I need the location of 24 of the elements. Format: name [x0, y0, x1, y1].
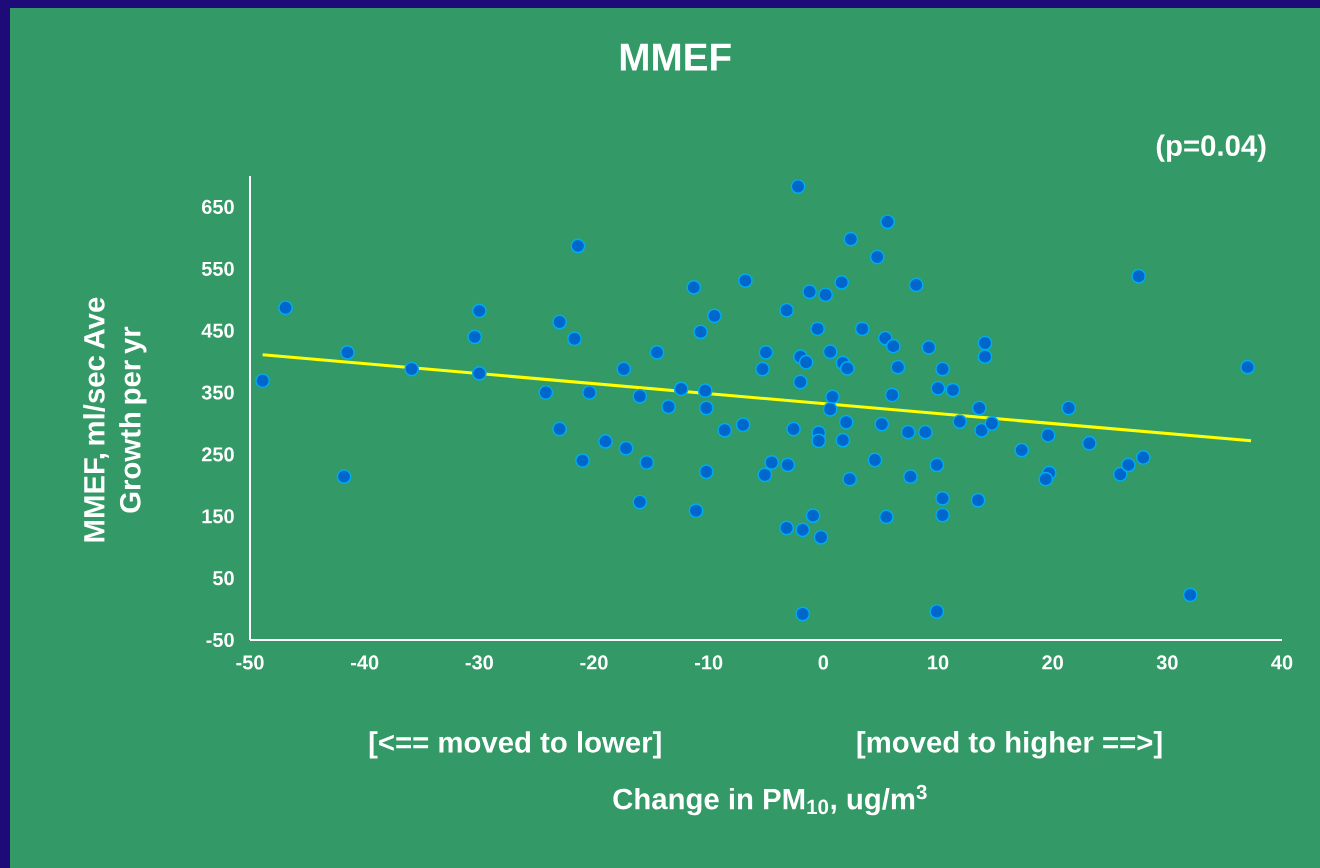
- x-tick-label: -20: [580, 655, 608, 670]
- y-tick-label: 350: [201, 385, 234, 400]
- text: [moved to higher ==>]: [857, 731, 1162, 759]
- y-tick-label: 450: [201, 323, 234, 338]
- y-tick-label: 550: [201, 261, 234, 276]
- x-axis-title: Change in PM$_{10}$, ug/m$^{3}$: [613, 784, 927, 816]
- x-tick-label: 10: [928, 655, 949, 670]
- y-tick-label: -50: [206, 632, 234, 648]
- x-tick-label: -30: [465, 655, 493, 670]
- y-tick-label: 650: [201, 199, 234, 215]
- x-tick-label: -10: [694, 655, 723, 670]
- x-tick-label: 20: [1042, 655, 1063, 670]
- x-tick-label: 40: [1271, 655, 1293, 670]
- x-tick-label: 30: [1156, 655, 1178, 670]
- y-tick-label: 250: [201, 447, 234, 462]
- y-tick-label: 150: [202, 509, 234, 524]
- chart-title: MMEF: [620, 43, 731, 71]
- x-tick-label: 0: [818, 655, 829, 670]
- text: [<== moved to lower]: [369, 731, 661, 759]
- x-tick-label: -50: [236, 655, 264, 670]
- y-tick-label: 50: [212, 571, 234, 586]
- x-tick-label: -40: [350, 655, 379, 670]
- text: (p=0.04): [1156, 134, 1266, 162]
- y-axis-title: MMEF, ml/sec Ave Growth per yr: [83, 297, 147, 542]
